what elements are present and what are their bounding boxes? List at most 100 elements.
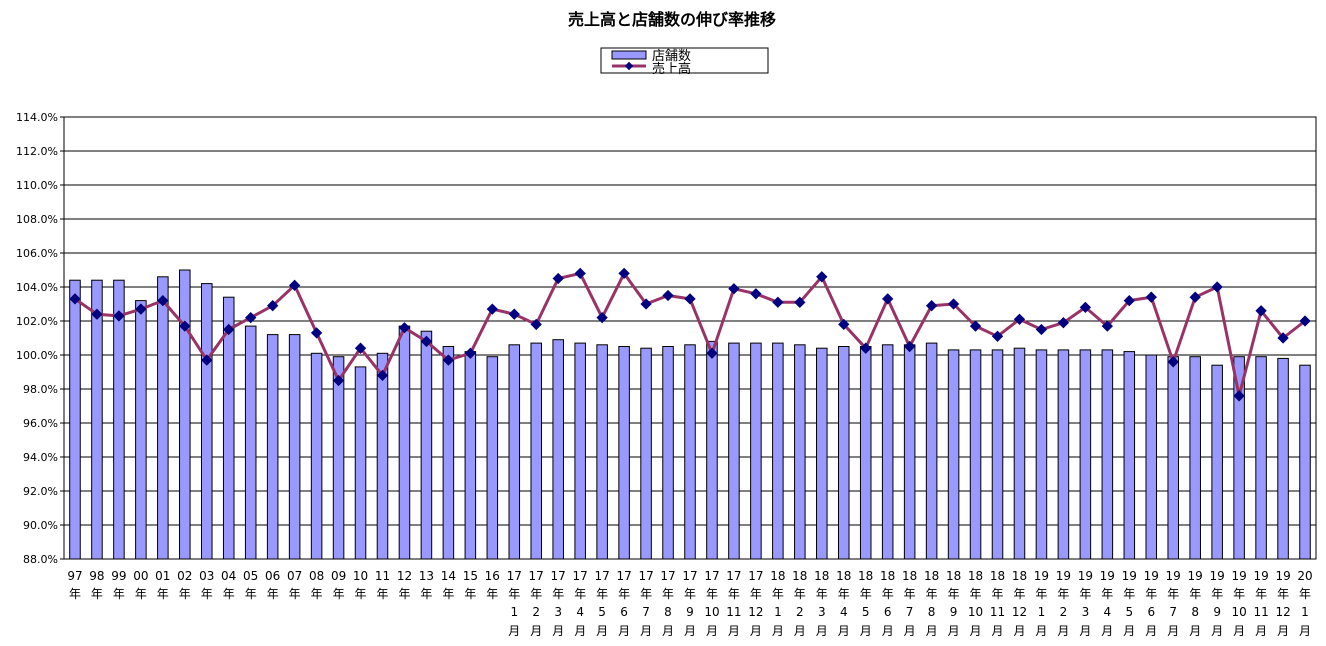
- x-tick-label: 月: [1035, 624, 1047, 638]
- x-tick-label: 年: [289, 587, 301, 601]
- x-tick-label: 月: [1079, 624, 1091, 638]
- marker-sales: [640, 298, 652, 310]
- x-tick-label: 月: [1211, 624, 1223, 638]
- marker-sales: [201, 354, 213, 366]
- x-tick-label: 月: [1167, 624, 1179, 638]
- bar-stores: [113, 279, 125, 560]
- x-tick-label: 8: [1191, 605, 1199, 619]
- x-tick-label: 年: [69, 587, 81, 601]
- x-tick-label: 2: [532, 605, 540, 619]
- legend-label-sales: 売上高: [652, 61, 691, 77]
- x-tick-label: 17: [507, 569, 522, 583]
- x-tick-label: 18: [858, 569, 873, 583]
- x-tick-label: 12: [397, 569, 412, 583]
- bar-stores: [530, 342, 543, 560]
- x-tick-label: 年: [113, 587, 125, 601]
- bar-stores: [794, 344, 806, 560]
- x-tick-label: 18: [880, 569, 895, 583]
- bar-stores: [376, 352, 389, 560]
- x-tick-label: 年: [1057, 587, 1069, 601]
- marker-sales: [223, 323, 235, 336]
- bar-stores: [332, 356, 345, 560]
- x-tick-label: 4: [576, 605, 584, 619]
- x-tick-label: 3: [818, 605, 826, 619]
- x-tick-label: 5: [1125, 605, 1133, 619]
- x-tick-label: 14: [441, 569, 456, 583]
- bar-stores: [1255, 356, 1267, 560]
- x-tick-label: 12: [1012, 605, 1027, 619]
- x-tick-label: 17: [638, 569, 653, 583]
- x-tick-label: 月: [750, 624, 762, 638]
- x-tick-label: 19: [1122, 569, 1137, 583]
- marker-sales: [157, 294, 169, 307]
- x-tick-label: 18: [792, 569, 807, 583]
- marker-sales: [310, 327, 323, 339]
- x-tick-label: 月: [926, 624, 938, 638]
- y-tick-label: 88.0%: [23, 553, 58, 566]
- bar-stores: [157, 276, 169, 560]
- x-tick-label: 18: [770, 569, 785, 583]
- x-tick-label: 6: [1147, 605, 1155, 619]
- x-tick-label: 11: [990, 605, 1005, 619]
- x-tick-label: 年: [662, 587, 674, 601]
- x-tick-label: 18: [990, 569, 1005, 583]
- y-tick-label: 94.0%: [23, 451, 58, 464]
- marker-sales: [530, 318, 542, 331]
- x-tick-label: 年: [882, 587, 894, 601]
- x-tick-label: 年: [1101, 587, 1113, 601]
- x-tick-label: 19: [1188, 569, 1203, 583]
- x-tick-label: 月: [1101, 624, 1113, 638]
- x-tick-label: 年: [135, 587, 147, 601]
- x-tick-label: 17: [573, 569, 588, 583]
- x-tick-label: 月: [860, 624, 872, 638]
- x-tick-label: 18: [836, 569, 851, 583]
- marker-sales: [1277, 332, 1289, 344]
- y-axis-tick-labels: 88.0% 90.0% 92.0% 94.0% 96.0% 98.0% 100.0% 102.…: [16, 111, 58, 566]
- marker-sales: [1057, 317, 1070, 329]
- bar-stores: [816, 347, 828, 560]
- x-tick-label: 年: [486, 587, 498, 601]
- x-tick-label: 年: [1233, 587, 1245, 601]
- x-tick-label: 年: [442, 587, 454, 601]
- x-tick-label: 月: [640, 624, 652, 638]
- x-tick-label: 年: [948, 587, 960, 601]
- legend-swatch-stores: [611, 50, 647, 60]
- x-tick-label: 月: [706, 624, 718, 638]
- marker-sales: [684, 293, 696, 305]
- bar-stores: [618, 346, 630, 560]
- x-tick-label: 17: [726, 569, 741, 583]
- x-tick-label: 年: [1035, 587, 1047, 601]
- bar-stores: [201, 283, 213, 560]
- x-tick-label: 月: [1299, 624, 1311, 638]
- bar-stores: [486, 356, 499, 560]
- x-tick-label: 1: [774, 605, 782, 619]
- marker-sales: [925, 300, 938, 312]
- x-tick-label: 8: [928, 605, 936, 619]
- bar-stores: [1057, 349, 1070, 560]
- x-tick-label: 年: [926, 587, 938, 601]
- x-tick-label: 年: [398, 587, 410, 601]
- x-tick-label: 17: [748, 569, 763, 583]
- legend-label-stores: 店舗数: [652, 49, 691, 64]
- x-tick-label: 19: [1210, 569, 1225, 583]
- x-tick-label: 月: [882, 624, 894, 638]
- x-tick-label: 17: [704, 569, 719, 583]
- bar-stores: [442, 346, 455, 560]
- x-tick-label: 19: [1144, 569, 1159, 583]
- bar-stores: [354, 366, 367, 560]
- line-markers-sales: [69, 267, 1311, 402]
- marker-sales: [662, 289, 674, 302]
- bar-stores: [837, 346, 850, 560]
- x-tick-label: 年: [1189, 587, 1201, 601]
- x-tick-label: 9: [1213, 605, 1221, 619]
- x-tick-label: 1: [1301, 605, 1309, 619]
- marker-sales: [267, 300, 279, 312]
- y-tick-label: 114.0%: [16, 111, 58, 124]
- bar-stores: [662, 346, 674, 560]
- x-tick-label: 5: [862, 605, 870, 619]
- x-tick-label: 19: [1100, 569, 1115, 583]
- x-tick-label: 月: [1057, 624, 1069, 638]
- x-tick-label: 月: [991, 624, 1003, 638]
- x-tick-label: 18: [968, 569, 983, 583]
